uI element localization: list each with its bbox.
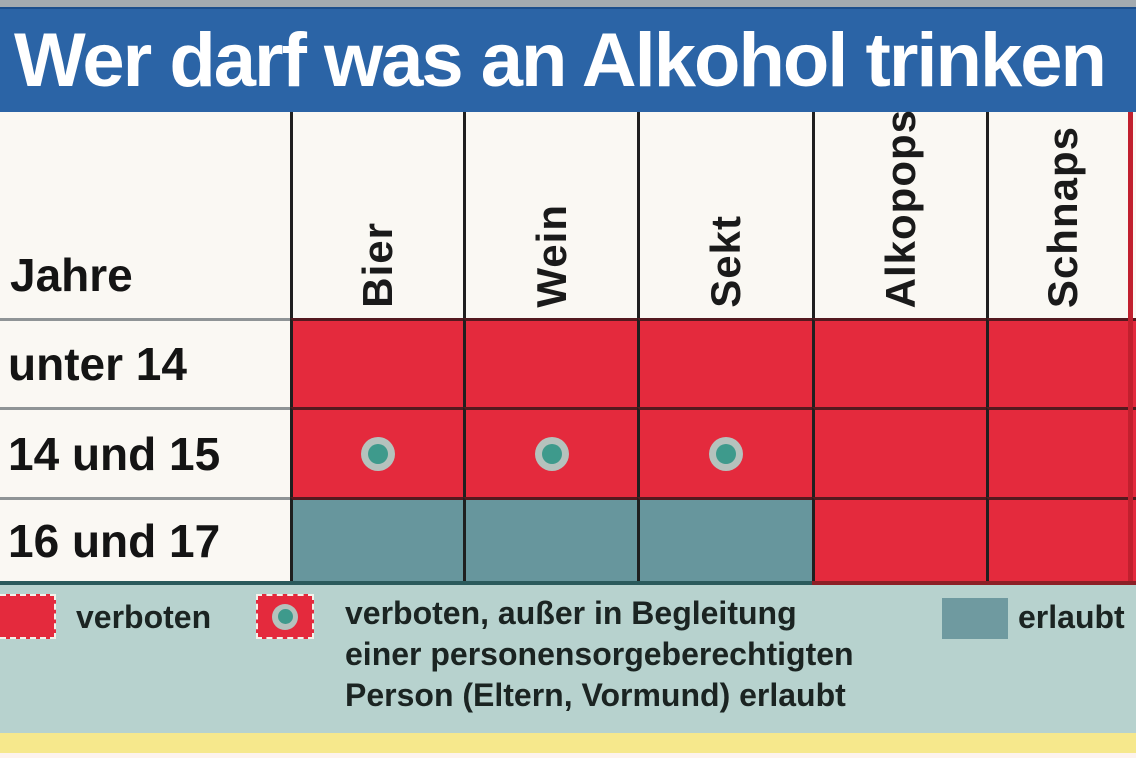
title-banner: Wer darf was an Alkohol trinken: [0, 7, 1136, 112]
table-bottom-border-red-segment: [812, 581, 1136, 585]
row-label: 16 und 17: [0, 497, 290, 581]
column-header-bier-label: Bier: [354, 222, 401, 308]
guardian-dot-icon: [361, 436, 395, 471]
legend-label-erlaubt: erlaubt: [1018, 599, 1125, 635]
table-cell-alkopops-row0: [812, 318, 986, 407]
table-cell-wein-row1: [463, 407, 637, 497]
column-header-alkopops-label: Alkopops: [876, 108, 924, 308]
column-header-schnaps: Schnaps: [986, 112, 1136, 318]
top-edge-strip: [0, 0, 1136, 7]
legend-swatch-begleitung: [256, 594, 314, 639]
legend-swatch-erlaubt: [942, 598, 1008, 639]
column-header-wein-label: Wein: [527, 204, 575, 308]
page-bottom-strip: [0, 753, 1136, 758]
column-header-alkopops: Alkopops: [812, 108, 986, 318]
yellow-bottom-strip: [0, 733, 1136, 753]
guardian-dot-inner: [277, 609, 293, 624]
table-cell-bier-row0: [290, 318, 463, 407]
row-header-label: Jahre: [0, 112, 290, 318]
table-cell-sekt-row1: [637, 407, 812, 497]
table-cell-alkopops-row2: [812, 497, 986, 581]
table-cell-sekt-row2: [637, 497, 812, 581]
table-cell-schnaps-row0: [986, 318, 1136, 407]
legend-label-begleitung: verboten, außer in Begleitung einer pers…: [345, 595, 854, 713]
guardian-dot-icon: [272, 603, 298, 630]
table-cell-schnaps-row1: [986, 407, 1136, 497]
legend: verboten verboten, außer in Begleitung e…: [0, 585, 1136, 733]
table-cell-schnaps-row2: [986, 497, 1136, 581]
table-right-border: [1128, 112, 1133, 581]
column-header-sekt: Sekt: [637, 112, 812, 318]
column-header-bier: Bier: [290, 112, 463, 318]
table-cell-wein-row2: [463, 497, 637, 581]
age-alcohol-table: Jahre Bier Wein Sekt Alkopops Schnaps un…: [0, 108, 1136, 581]
legend-label-verboten: verboten: [76, 599, 212, 635]
guardian-dot-inner: [541, 443, 562, 464]
table-cell-bier-row1: [290, 407, 463, 497]
row-label: 14 und 15: [0, 407, 290, 497]
guardian-dot-icon: [709, 436, 743, 471]
row-label: unter 14: [0, 318, 290, 407]
table-cell-sekt-row0: [637, 318, 812, 407]
column-header-sekt-label: Sekt: [702, 215, 749, 308]
column-header-wein: Wein: [463, 112, 637, 318]
guardian-dot-inner: [716, 443, 736, 464]
table-cell-wein-row0: [463, 318, 637, 407]
table-cell-bier-row2: [290, 497, 463, 581]
table-bottom-border: [0, 581, 1136, 585]
page-title: Wer darf was an Alkohol trinken: [14, 18, 1107, 103]
guardian-dot-inner: [368, 443, 388, 464]
table-bottom-border-teal-segment: [0, 581, 812, 585]
table-cell-alkopops-row1: [812, 407, 986, 497]
guardian-dot-icon: [534, 436, 569, 471]
legend-swatch-verboten: [0, 594, 56, 639]
column-header-schnaps-label: Schnaps: [1038, 125, 1086, 308]
